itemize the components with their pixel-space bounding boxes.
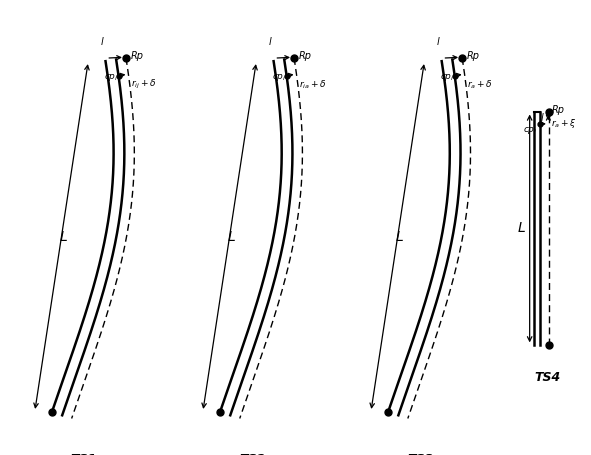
Text: $cp_i$: $cp_i$ [524,125,538,136]
Text: Rp: Rp [131,51,144,61]
Text: $r_a+\xi$: $r_a+\xi$ [551,117,577,131]
Text: TS4: TS4 [534,371,561,384]
Text: TS1: TS1 [71,453,97,455]
Text: l: l [437,36,439,46]
Text: TS2: TS2 [239,453,265,455]
Text: $r_{ia}+\delta$: $r_{ia}+\delta$ [299,78,327,91]
Text: $r_{ij}+\delta$: $r_{ij}+\delta$ [131,78,157,91]
Text: L: L [59,230,67,244]
Text: $r_a+\delta$: $r_a+\delta$ [467,78,493,91]
Text: $cp_i$: $cp_i$ [104,72,118,83]
Text: Rp: Rp [467,51,480,61]
Text: l: l [100,36,103,46]
Text: L: L [228,230,235,244]
Text: $cp_i$: $cp_i$ [440,72,454,83]
Text: l: l [268,36,271,46]
Text: L: L [395,230,403,244]
Text: l: l [541,113,544,123]
Text: TS3: TS3 [407,453,433,455]
Text: Rp: Rp [551,106,564,116]
Text: $cp_i$: $cp_i$ [272,72,287,83]
Text: L: L [518,222,525,235]
Text: Rp: Rp [298,51,311,61]
